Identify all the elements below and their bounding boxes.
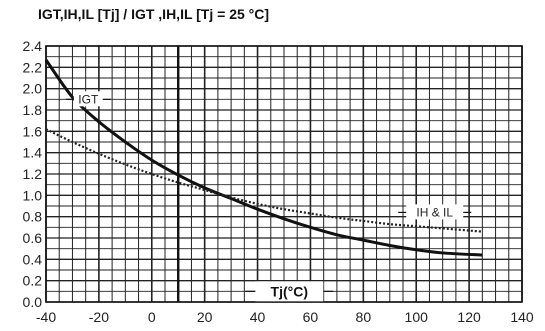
grid — [45, 45, 523, 303]
x-tick-label: -20 — [89, 309, 109, 325]
y-tick-label: 0.6 — [23, 230, 43, 246]
x-axis-label-background — [255, 281, 324, 302]
y-tick-label: 1.4 — [23, 145, 43, 161]
annotation-label: IGT — [78, 92, 99, 106]
y-tick-label: 2.4 — [23, 38, 43, 54]
tick-labels: -40 -20 0 20 40 60 80 100 120 140 0.0 0.2 0.4 0.6 0.8 1… — [23, 38, 534, 325]
x-tick-label: 100 — [405, 309, 429, 325]
chart-title: IGT,IH,IL [Tj] / IGT ,IH,IL [Tj = 25 °C] — [38, 6, 270, 22]
series-line-1 — [45, 128, 483, 233]
x-tick-label: 40 — [250, 309, 266, 325]
series-line-0 — [44, 58, 483, 257]
annotation-background — [73, 91, 103, 107]
series-annotations: IGT IH & IL — [65, 91, 472, 220]
x-axis-label-group: Tj(°C) — [245, 281, 334, 302]
x-tick-label: 60 — [303, 309, 319, 325]
y-tick-label: 0.2 — [23, 273, 43, 289]
y-tick-label: 0.8 — [23, 209, 43, 225]
y-tick-label: 1.6 — [23, 123, 43, 139]
y-tick-label: 1.0 — [23, 187, 43, 203]
x-axis-label: Tj(°C) — [271, 283, 308, 299]
annotation-background — [406, 204, 464, 220]
series-lines — [44, 58, 483, 257]
plot-frame — [45, 45, 523, 303]
x-tick-label: 120 — [457, 309, 481, 325]
y-tick-label: 2.2 — [23, 59, 43, 75]
x-tick-label: 20 — [197, 309, 213, 325]
y-tick-label: 0.0 — [23, 294, 43, 310]
y-tick-label: 0.4 — [23, 251, 43, 267]
x-tick-label: -40 — [36, 309, 56, 325]
y-tick-label: 1.8 — [23, 102, 43, 118]
x-tick-label: 0 — [148, 309, 156, 325]
annotation-label: IH & IL — [416, 205, 453, 219]
x-tick-label: 80 — [356, 309, 372, 325]
y-tick-label: 2.0 — [23, 81, 43, 97]
y-tick-label: 1.2 — [23, 166, 43, 182]
x-tick-label: 140 — [510, 309, 534, 325]
